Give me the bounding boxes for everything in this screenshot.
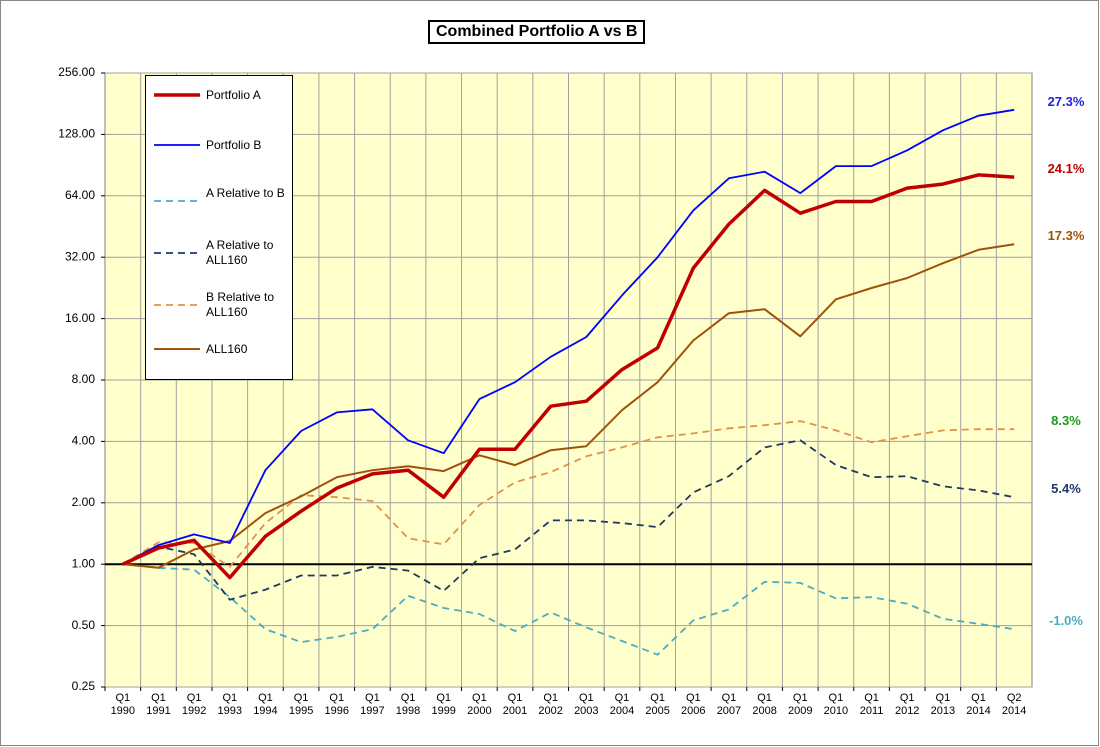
series-line [122, 108, 1015, 565]
x-tick-label: Q1 1996 [324, 692, 349, 717]
x-tick-label: Q1 2014 [966, 692, 991, 717]
legend-label: B Relative to ALL160 [206, 290, 275, 319]
x-tick-label: Q1 1992 [181, 692, 207, 717]
x-tick-label: Q1 2002 [538, 692, 563, 717]
legend-swatch [154, 252, 200, 254]
x-tick-label: Q1 2005 [645, 692, 670, 717]
y-tick-label: 32.00 [65, 249, 95, 263]
y-tick-label: 8.00 [72, 372, 96, 386]
y-tick-label: 256.00 [58, 65, 95, 79]
annotation: 8.3% [1051, 413, 1081, 429]
x-tick-label: Q1 2011 [859, 692, 884, 717]
y-tick-label: 16.00 [65, 311, 95, 325]
annotation: 24.1% [1047, 161, 1085, 177]
x-tick-label: Q1 1999 [431, 692, 456, 717]
x-tick-label: Q2 2014 [1001, 692, 1027, 717]
annotation: 17.3% [1047, 228, 1085, 244]
annotation: 27.3% [1047, 93, 1085, 109]
series-line [122, 173, 1015, 580]
series-line [122, 420, 1015, 568]
legend-label: A Relative to B [206, 186, 285, 200]
series-line [122, 439, 1015, 601]
x-tick-label: Q1 2004 [609, 692, 635, 717]
x-tick-label: Q1 2013 [930, 692, 956, 717]
x-tick-label: Q1 1991 [146, 692, 171, 717]
y-tick-label: 1.00 [72, 556, 96, 570]
x-tick-label: Q1 1993 [217, 692, 243, 717]
x-tick-label: Q1 2009 [788, 692, 813, 717]
legend-swatch [154, 93, 200, 97]
legend-label: ALL160 [206, 342, 248, 356]
series-line [122, 243, 1015, 569]
y-tick-label: 2.00 [72, 495, 96, 509]
y-tick-label: 4.00 [72, 434, 96, 448]
x-tick-label: Q1 1994 [253, 692, 278, 717]
annotation: 5.4% [1051, 481, 1081, 497]
legend-swatch [154, 304, 200, 306]
x-tick-label: Q1 1990 [110, 692, 136, 717]
legend-label: Portfolio A [206, 88, 261, 102]
x-tick-label: Q1 2003 [574, 692, 599, 717]
y-tick-label: 64.00 [65, 188, 95, 202]
x-tick-label: Q1 2000 [467, 692, 492, 717]
x-tick-label: Q1 2007 [716, 692, 742, 717]
legend-label: A Relative to ALL160 [206, 238, 274, 267]
x-tick-label: Q1 2012 [894, 692, 920, 717]
series-line [122, 563, 1015, 656]
annotation: -1.0% [1049, 613, 1083, 629]
x-tick-label: Q1 2006 [681, 692, 706, 717]
legend-label: Portfolio B [206, 138, 262, 152]
legend-swatch [154, 200, 200, 202]
chart-title: Combined Portfolio A vs B [428, 20, 646, 44]
x-tick-label: Q1 2010 [823, 692, 849, 717]
y-tick-label: 128.00 [58, 127, 95, 141]
y-tick-label: 0.50 [72, 618, 96, 632]
x-tick-label: Q1 2001 [502, 692, 528, 717]
x-tick-label: Q1 1998 [395, 692, 421, 717]
x-tick-label: Q1 1997 [360, 692, 385, 717]
x-tick-label: Q1 1995 [288, 692, 314, 717]
legend-swatch [154, 348, 200, 350]
x-tick-label: Q1 2008 [752, 692, 777, 717]
legend: Portfolio A Portfolio B A Relative to B A R… [145, 75, 293, 380]
y-tick-label: 0.25 [72, 679, 96, 693]
legend-swatch [154, 144, 200, 146]
